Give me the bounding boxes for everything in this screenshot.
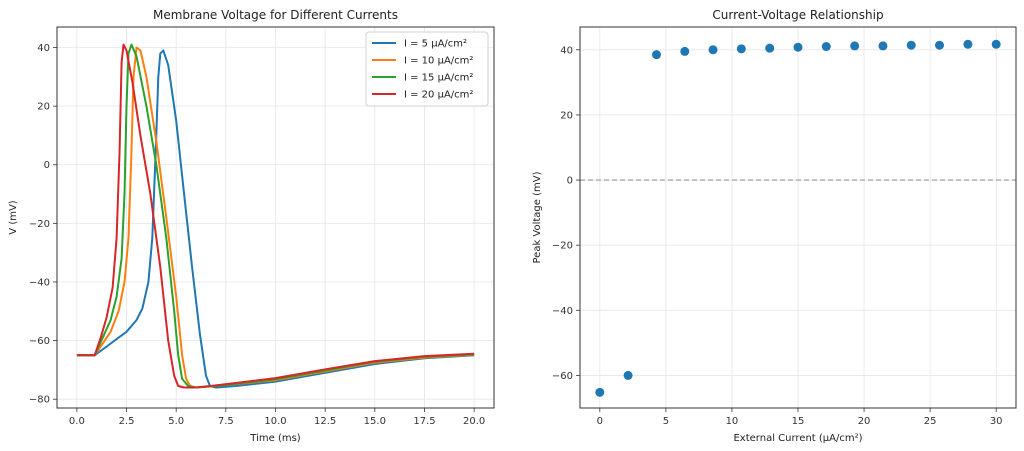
x-tick-label: 10.0	[264, 416, 286, 427]
scatter-point	[935, 40, 945, 50]
scatter-point	[765, 43, 775, 53]
scatter-point	[680, 46, 690, 56]
legend-box	[365, 31, 489, 107]
y-tick-label: 0	[44, 160, 50, 171]
scatter-point	[595, 387, 605, 397]
scatter-point	[878, 41, 888, 51]
x-tick-label: 15	[792, 416, 805, 427]
y-axis-label: V (mV)	[8, 200, 19, 235]
legend-label: I = 5 μA/cm²	[404, 39, 467, 50]
scatter-point	[708, 45, 718, 55]
x-tick-label: 20	[858, 416, 871, 427]
scatter-point	[651, 50, 661, 60]
scatter-point	[906, 40, 916, 50]
scatter-points	[595, 39, 1001, 397]
x-tick-label: 12.5	[314, 416, 336, 427]
y-ticks: 40 20 0 −20 −40 −60 −80	[29, 43, 57, 406]
x-tick-label: 15.0	[364, 416, 386, 427]
y-tick-label: −80	[29, 395, 50, 406]
y-tick-label: −60	[29, 336, 50, 347]
x-axis-label: External Current (μA/cm²)	[733, 433, 862, 444]
x-tick-label: 30	[990, 416, 1003, 427]
y-tick-label: 40	[37, 43, 50, 54]
y-tick-label: 20	[560, 110, 573, 121]
chart-title: Current-Voltage Relationship	[712, 8, 883, 22]
scatter-point	[821, 42, 831, 52]
x-tick-label: 7.5	[218, 416, 234, 427]
legend: I = 5 μA/cm² I = 10 μA/cm² I = 15 μA/cm² I …	[365, 31, 489, 107]
scatter-point	[850, 41, 860, 51]
iv-scatter-plot: 0 5 10 15 20 25 30 40 20 0 −20 −40 −60 Current-Volt…	[532, 8, 1017, 444]
x-tick-label: 2.5	[119, 416, 135, 427]
y-tick-label: 0	[567, 176, 573, 187]
x-ticks: 0 5 10 15 20 25 30	[597, 408, 1003, 427]
series-line-3	[76, 43, 475, 389]
scatter-point	[963, 39, 973, 49]
legend-label: I = 15 μA/cm²	[404, 73, 473, 84]
y-ticks: 40 20 0 −20 −40 −60	[552, 45, 580, 382]
x-tick-label: 17.5	[413, 416, 435, 427]
scatter-point	[623, 370, 633, 380]
y-tick-label: −20	[29, 219, 50, 230]
y-axis-label: Peak Voltage (mV)	[532, 171, 543, 263]
x-tick-label: 0	[597, 416, 603, 427]
chart-title: Membrane Voltage for Different Currents	[153, 8, 398, 22]
series-lines	[76, 43, 475, 389]
scatter-point	[793, 42, 803, 52]
y-tick-label: −40	[552, 306, 573, 317]
y-tick-label: 20	[37, 102, 50, 113]
voltage-trace-plot: 0.0 2.5 5.0 7.5 10.0 12.5 15.0 17.5 20.0 40 20 0 −2…	[8, 8, 495, 444]
x-axis-label: Time (ms)	[249, 433, 301, 444]
y-tick-label: −20	[552, 241, 573, 252]
x-tick-label: 25	[924, 416, 937, 427]
y-tick-label: −40	[29, 277, 50, 288]
series-line-1	[76, 49, 475, 389]
x-tick-label: 5.0	[168, 416, 184, 427]
y-tick-label: 40	[560, 45, 573, 56]
x-tick-label: 0.0	[69, 416, 85, 427]
legend-label: I = 20 μA/cm²	[404, 90, 473, 101]
x-tick-label: 5	[663, 416, 669, 427]
x-ticks: 0.0 2.5 5.0 7.5 10.0 12.5 15.0 17.5 20.0	[69, 408, 485, 427]
legend-label: I = 10 μA/cm²	[404, 56, 473, 67]
y-tick-label: −60	[552, 371, 573, 382]
scatter-point	[991, 39, 1001, 49]
scatter-point	[736, 44, 746, 54]
x-tick-label: 20.0	[463, 416, 485, 427]
series-line-4	[76, 43, 475, 389]
x-tick-label: 10	[726, 416, 739, 427]
